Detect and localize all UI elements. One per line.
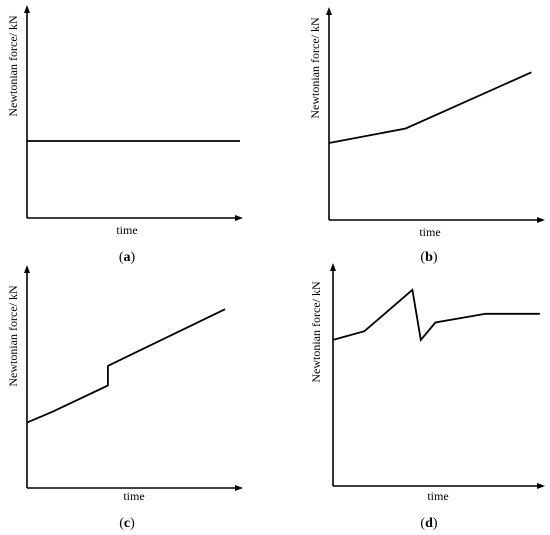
panel-c-xlabel: time	[123, 489, 144, 503]
panel-c-caption-letter: c	[124, 516, 130, 531]
panel-a: Newtonian force/ kN time (a)	[6, 5, 243, 265]
panel-b-series-line	[328, 71, 532, 144]
panel-b-caption-open: (	[420, 250, 425, 265]
panel-a-caption-open: (	[119, 250, 124, 265]
panel-b-xlabel: time	[419, 225, 440, 239]
panel-d-caption: (d)	[420, 516, 437, 531]
panel-c-caption-close: )	[130, 516, 135, 531]
panel-a-y-axis-arrow	[24, 5, 30, 13]
panel-c-caption: (c)	[119, 516, 135, 531]
panel-c-series-line	[26, 308, 226, 424]
panel-d-xlabel: time	[427, 489, 448, 503]
panel-a-ylabel: Newtonian force/ kN	[6, 15, 20, 117]
panel-b-caption: (b)	[420, 250, 437, 265]
panel-d-series-line	[332, 288, 540, 342]
panel-b-caption-close: )	[433, 250, 438, 265]
panel-b: Newtonian force/ kN time (b)	[308, 7, 545, 265]
panel-d: Newtonian force/ kN time (d)	[309, 263, 545, 531]
panel-d-caption-letter: d	[425, 516, 433, 531]
panel-d-caption-open: (	[420, 516, 425, 531]
panel-a-caption-close: )	[131, 250, 136, 265]
panel-b-x-axis-arrow	[537, 217, 545, 223]
panel-b-ylabel: Newtonian force/ kN	[308, 17, 322, 119]
panel-b-caption-letter: b	[425, 250, 433, 265]
panel-a-caption: (a)	[119, 250, 136, 265]
panel-d-ylabel: Newtonian force/ kN	[309, 281, 323, 383]
panel-a-xlabel: time	[116, 223, 137, 237]
panel-c-x-axis-arrow	[235, 485, 243, 491]
panel-d-x-axis-arrow	[537, 483, 545, 489]
panel-a-x-axis-arrow	[235, 215, 243, 221]
panel-a-caption-letter: a	[124, 250, 131, 265]
panel-c-caption-open: (	[119, 516, 124, 531]
panel-d-caption-close: )	[433, 516, 438, 531]
panel-b-y-axis-arrow	[326, 7, 332, 15]
panel-d-y-axis-arrow	[330, 263, 336, 271]
panel-c: Newtonian force/ kN time (c)	[6, 265, 243, 531]
panel-c-y-axis-arrow	[24, 265, 30, 273]
panel-c-ylabel: Newtonian force/ kN	[6, 285, 20, 387]
